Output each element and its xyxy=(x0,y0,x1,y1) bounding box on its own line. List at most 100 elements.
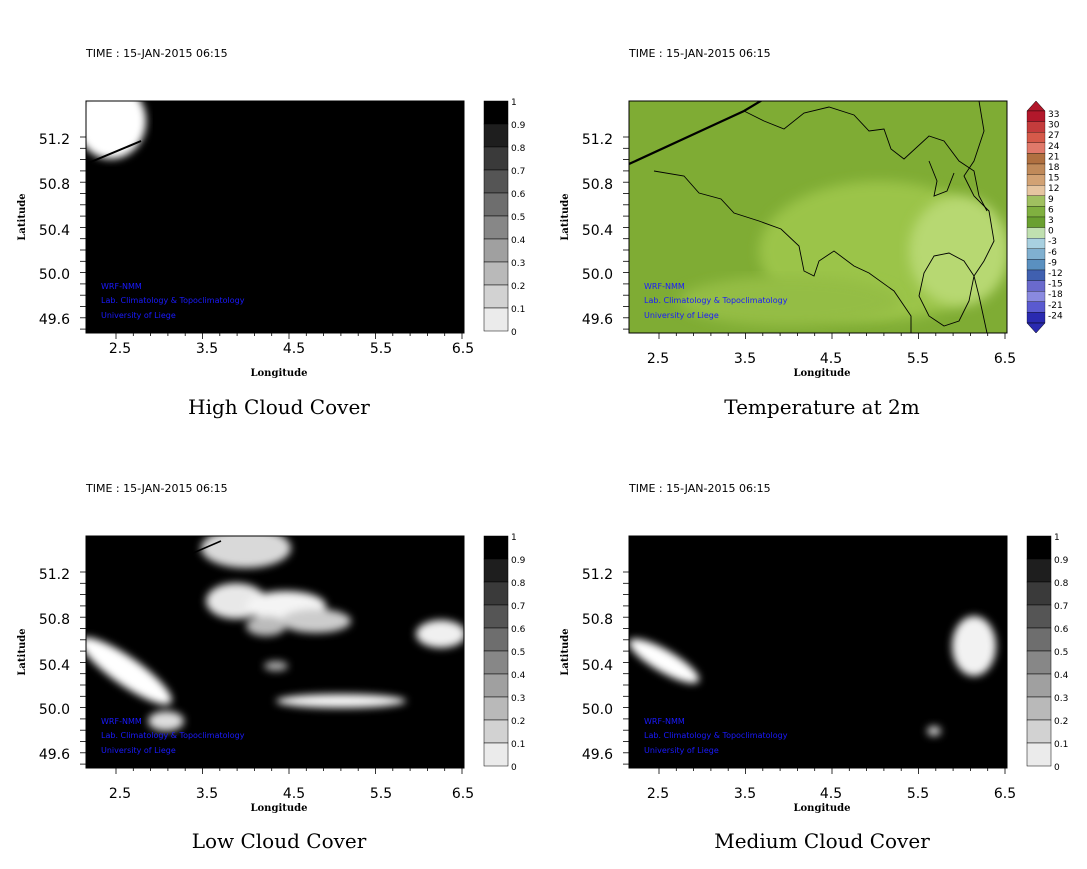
cloud-gap xyxy=(276,694,406,708)
colorbar-swatch xyxy=(483,238,509,263)
colorbar-swatch xyxy=(483,100,509,125)
colorbar-label: 0.9 xyxy=(511,556,526,566)
y-tick-label: 49.6 xyxy=(582,747,613,763)
colorbar-swatch xyxy=(1026,291,1046,302)
y-axis: 51.2 50.8 50.4 50.0 49.6 Latitude xyxy=(560,567,613,763)
colorbar-label: -15 xyxy=(1048,280,1063,290)
colorbar-label: 0.1 xyxy=(1054,740,1068,750)
colorbar-label: 0.1 xyxy=(511,740,525,750)
cloud-gap xyxy=(86,637,172,705)
colorbar-arrow-top xyxy=(1026,100,1046,112)
colorbar-swatch xyxy=(1026,280,1046,292)
colorbar-label: 1 xyxy=(1054,533,1060,543)
credit-university: University of Liege xyxy=(644,746,719,755)
map-area xyxy=(629,536,1007,768)
credit-university: University of Liege xyxy=(101,746,176,755)
colorbar-label: 0.5 xyxy=(1054,648,1068,658)
map-area xyxy=(86,101,464,333)
map-frame xyxy=(628,535,1008,769)
colorbar-label: 1 xyxy=(511,98,517,108)
colorbar-swatch xyxy=(1026,269,1046,281)
panel-title: Medium Cloud Cover xyxy=(714,829,930,853)
colorbar-swatch xyxy=(1026,110,1046,122)
colorbar-swatch xyxy=(1026,259,1046,271)
colorbar-swatch xyxy=(1026,185,1046,196)
coastline xyxy=(86,140,142,165)
x-tick-label: 4.5 xyxy=(283,341,305,357)
x-tick-label: 6.5 xyxy=(452,341,474,357)
x-axis: 2.5 3.5 4.5 5.5 6.5 Longitude xyxy=(109,341,474,379)
time-label: TIME : 15-JAN-2015 06:15 xyxy=(628,47,771,60)
y-tick-label: 50.8 xyxy=(582,177,613,193)
x-tick-label: 2.5 xyxy=(647,351,669,367)
cloud-gap xyxy=(246,616,286,636)
colorbar-label: 1 xyxy=(511,533,517,543)
credit-lab: Lab. Climatology & Topoclimatology xyxy=(101,731,245,740)
y-tick-label: 50.8 xyxy=(39,612,70,628)
colorbar-swatch xyxy=(1026,650,1052,675)
x-tick-label: 3.5 xyxy=(734,351,756,367)
x-axis-title: Longitude xyxy=(793,803,850,814)
map-area xyxy=(86,536,464,768)
y-tick-label: 51.2 xyxy=(39,567,70,583)
colorbar: 1 0.9 0.8 0.7 0.6 0.5 0.4 0.3 0.2 0.1 0 xyxy=(1026,533,1069,773)
cloud-gaps xyxy=(86,536,464,731)
y-axis-title: Latitude xyxy=(560,628,571,675)
colorbar-label: -3 xyxy=(1048,237,1057,247)
field-fill xyxy=(86,536,464,768)
colorbar-label: 21 xyxy=(1048,152,1059,162)
border-limburg xyxy=(928,160,955,197)
colorbar-label: 0.3 xyxy=(1054,694,1068,704)
credits: WRF-NMM Lab. Climatology & Topoclimatolo… xyxy=(644,282,788,320)
y-tick-label: 51.2 xyxy=(582,132,613,148)
y-tick-label: 50.8 xyxy=(582,612,613,628)
colorbar-label: -21 xyxy=(1048,301,1063,311)
colorbar-label: 0.2 xyxy=(511,282,525,292)
cloud-gap xyxy=(952,616,996,676)
colorbar-label: 0.4 xyxy=(511,236,526,246)
colorbar-label: 6 xyxy=(1048,205,1054,215)
cloud-gap xyxy=(416,620,464,648)
cloud-gap xyxy=(148,711,184,731)
x-tick-label: 4.5 xyxy=(820,786,842,802)
colorbar-label: 0.4 xyxy=(1054,671,1069,681)
x-tick-label: 4.5 xyxy=(820,351,842,367)
y-tick-label: 49.6 xyxy=(582,312,613,328)
colorbar-swatch xyxy=(1026,163,1046,175)
coastline xyxy=(86,540,222,600)
colorbar: 1 0.9 0.8 0.7 0.6 0.5 0.4 0.3 0.2 0.1 0 xyxy=(483,533,526,773)
map-frame xyxy=(85,100,465,334)
colorbar-label: 0.7 xyxy=(511,602,525,612)
colorbar-swatch xyxy=(1026,153,1046,165)
colorbar-label: 0.1 xyxy=(511,305,525,315)
field-fill xyxy=(629,536,1007,768)
colorbar-label: -6 xyxy=(1048,248,1057,258)
colorbar-swatch xyxy=(1026,238,1046,249)
credit-lab: Lab. Climatology & Topoclimatology xyxy=(101,296,245,305)
colorbar-label: 3 xyxy=(1048,216,1054,226)
credit-university: University of Liege xyxy=(101,311,176,320)
colorbar-label: -9 xyxy=(1048,258,1057,268)
colorbar-label: 0.5 xyxy=(511,213,525,223)
y-axis-title: Latitude xyxy=(17,628,28,675)
y-tick-label: 50.0 xyxy=(39,702,70,718)
y-tick-label: 49.6 xyxy=(39,747,70,763)
time-label: TIME : 15-JAN-2015 06:15 xyxy=(628,482,771,495)
x-tick-label: 6.5 xyxy=(452,786,474,802)
x-tick-label: 2.5 xyxy=(109,341,131,357)
y-tick-label: 51.2 xyxy=(39,132,70,148)
colorbar-swatch xyxy=(1026,248,1046,260)
y-tick-label: 50.8 xyxy=(39,177,70,193)
y-tick-label: 50.4 xyxy=(582,223,613,239)
panel-medium-cloud: TIME : 15-JAN-2015 06:15 WRF-NMM Lab. Cl… xyxy=(560,482,1069,853)
colorbar-swatch xyxy=(483,535,509,560)
colorbar-swatch xyxy=(483,146,509,171)
colorbar-label: 0.5 xyxy=(511,648,525,658)
colorbar-label: 0.3 xyxy=(511,694,525,704)
x-axis: 2.5 3.5 4.5 5.5 6.5 Longitude xyxy=(109,786,474,814)
warm-patch xyxy=(909,196,1007,306)
colorbar-swatch xyxy=(1026,558,1052,583)
x-tick-label: 6.5 xyxy=(994,786,1016,802)
colorbar-label: 0.4 xyxy=(511,671,526,681)
